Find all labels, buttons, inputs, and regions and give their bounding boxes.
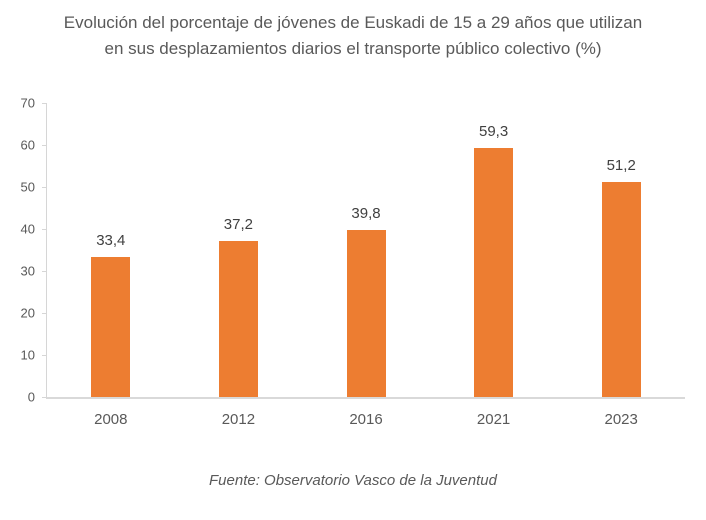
chart-title: Evolución del porcentaje de jóvenes de E… <box>63 13 643 58</box>
x-axis-label: 2021 <box>476 411 511 428</box>
y-axis-tick-mark <box>42 228 46 230</box>
bar <box>474 147 514 397</box>
y-axis-tick-label: 0 <box>27 389 35 405</box>
y-axis-tick-mark <box>42 144 46 146</box>
y-axis-tick-mark <box>42 312 46 314</box>
y-axis-tick-label: 40 <box>20 221 35 237</box>
y-axis-tick-mark <box>42 186 46 188</box>
x-axis-label: 2012 <box>221 411 256 428</box>
bar-value-label: 33,4 <box>96 231 126 249</box>
bar <box>218 240 258 397</box>
source-note: Fuente: Observatorio Vasco de la Juventu… <box>209 472 497 489</box>
bar <box>91 256 131 397</box>
y-axis-tick-label: 10 <box>20 347 35 363</box>
x-axis-label: 2016 <box>349 411 383 428</box>
bar-value-label: 37,2 <box>223 215 253 233</box>
bar <box>346 229 386 397</box>
y-axis-tick-mark <box>42 354 46 356</box>
y-axis-tick-label: 30 <box>20 263 35 279</box>
bar-value-label: 51,2 <box>606 156 636 174</box>
bar-value-label: 39,8 <box>351 204 381 222</box>
x-axis-label: 2008 <box>94 411 128 428</box>
y-axis-tick-mark <box>42 102 46 104</box>
plot-area: 0 10 20 30 40 50 60 70 33,4 2008 37,2 2012 39,8 2016 5… <box>21 96 685 428</box>
y-axis-tick-label: 50 <box>20 179 35 195</box>
bar <box>601 181 641 397</box>
y-axis-tick-mark <box>42 270 46 272</box>
y-axis-tick-label: 60 <box>20 137 35 153</box>
y-axis-tick-label: 20 <box>20 305 35 321</box>
y-axis-tick-label: 70 <box>20 95 35 111</box>
y-axis-tick-mark <box>42 396 46 398</box>
bar-value-label: 59,3 <box>478 122 509 140</box>
x-axis-label: 2023 <box>604 411 638 428</box>
